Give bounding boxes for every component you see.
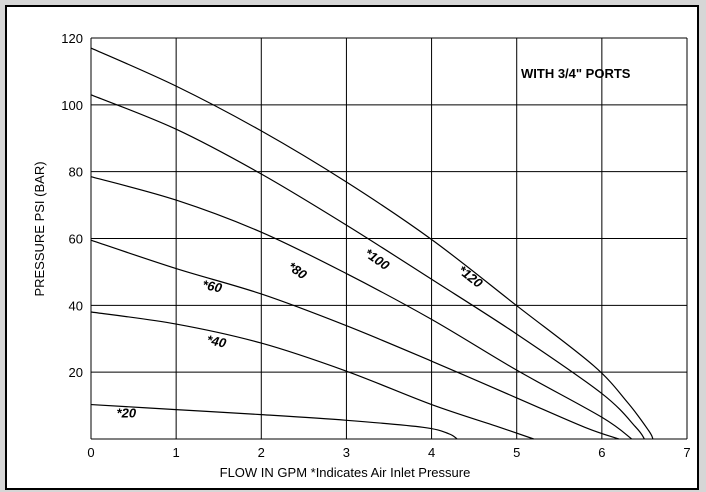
curve-label: *80	[285, 259, 310, 283]
y-tick-label: 120	[61, 31, 83, 46]
curve-label: *60	[201, 277, 224, 296]
curve-label: *20	[117, 405, 137, 420]
ports-annotation: WITH 3/4" PORTS	[521, 66, 631, 81]
x-tick-label: 2	[258, 445, 265, 460]
x-axis-ticks: 0 1 2 3 4 5 6 7	[87, 445, 690, 460]
curve-labels: *20 *40 *60 *80 *100 *120	[117, 245, 487, 420]
curve-80	[90, 176, 633, 440]
y-tick-label: 40	[69, 298, 83, 313]
curve-120	[90, 47, 654, 440]
grid	[90, 37, 688, 440]
y-axis-ticks: 20 40 60 80 100 120	[61, 31, 83, 380]
pump-performance-chart: 20 40 60 80 100 120 0 1 2 3 4 5 6 7 *20 *40 *60 *80 *100…	[32, 31, 691, 480]
curve-label: *120	[455, 262, 486, 291]
x-tick-label: 7	[683, 445, 690, 460]
curve-60	[90, 239, 620, 440]
y-axis-title: PRESSURE PSI (BAR)	[32, 161, 47, 296]
chart-frame: 20 40 60 80 100 120 0 1 2 3 4 5 6 7 *20 *40 *60 *80 *100…	[5, 5, 699, 490]
curve-label: *40	[205, 332, 228, 351]
x-tick-label: 4	[428, 445, 435, 460]
x-tick-label: 5	[513, 445, 520, 460]
x-tick-label: 0	[87, 445, 94, 460]
x-tick-label: 6	[598, 445, 605, 460]
y-tick-label: 80	[69, 165, 83, 180]
y-tick-label: 100	[61, 98, 83, 113]
curve-20	[90, 403, 458, 440]
y-tick-label: 20	[69, 365, 83, 380]
curve-label: *100	[362, 245, 393, 273]
x-tick-label: 3	[343, 445, 350, 460]
y-tick-label: 60	[69, 232, 83, 247]
curve-40	[90, 311, 534, 440]
curve-100	[90, 94, 645, 440]
x-tick-label: 1	[173, 445, 180, 460]
curves	[90, 47, 654, 440]
x-axis-title: FLOW IN GPM *Indicates Air Inlet Pressur…	[220, 465, 471, 480]
